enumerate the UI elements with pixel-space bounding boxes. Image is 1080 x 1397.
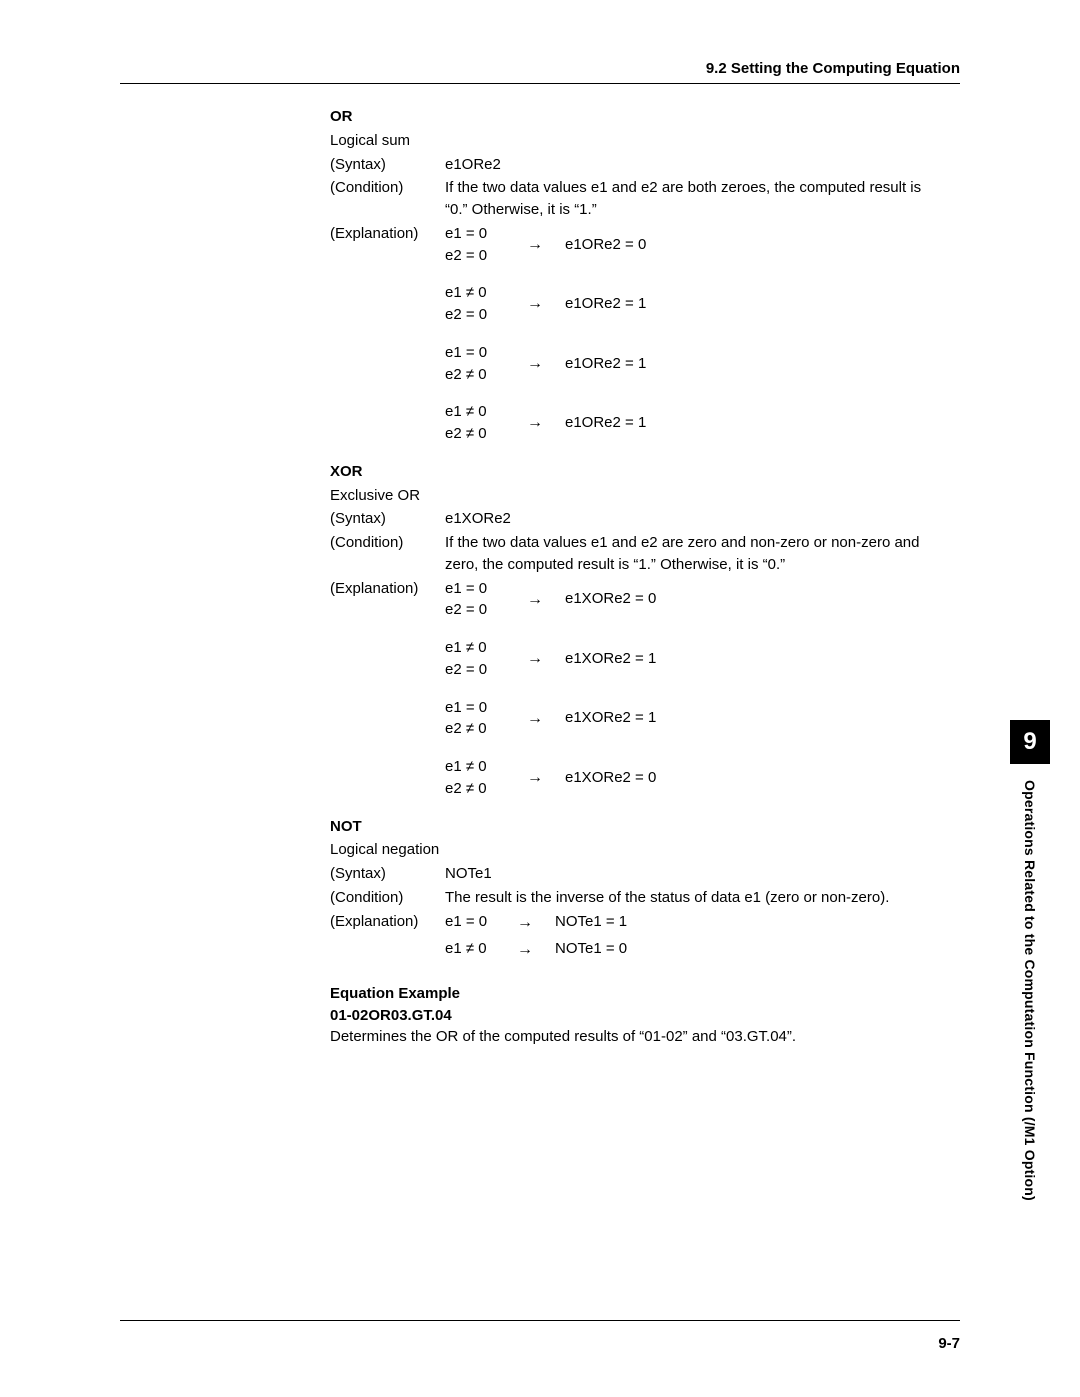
- arrow-icon: →: [515, 233, 555, 256]
- not-case-1-res: NOTe1 = 0: [545, 938, 627, 960]
- or-case-2: e1 = 0 e2 ≠ 0 → e1ORe2 = 1: [445, 342, 940, 386]
- or-case-3: e1 ≠ 0 e2 ≠ 0 → e1ORe2 = 1: [445, 401, 940, 445]
- or-case-2-res: e1ORe2 = 1: [555, 353, 646, 375]
- or-case-1-e1: e1 ≠ 0: [445, 282, 515, 304]
- or-case-3-e1: e1 ≠ 0: [445, 401, 515, 423]
- or-title: OR: [330, 106, 940, 128]
- xor-case-1-res: e1XORe2 = 1: [555, 648, 656, 670]
- xor-case-2-e1: e1 = 0: [445, 697, 515, 719]
- not-condition-value: The result is the inverse of the status …: [445, 887, 940, 909]
- xor-case-1-e2: e2 = 0: [445, 659, 515, 681]
- or-case-1: e1 ≠ 0 e2 = 0 → e1ORe2 = 1: [445, 282, 940, 326]
- chapter-tab: 9: [1010, 720, 1050, 764]
- page-number: 9-7: [938, 1335, 960, 1352]
- or-condition-value: If the two data values e1 and e2 are bot…: [445, 177, 940, 221]
- arrow-icon: →: [505, 911, 545, 934]
- not-syntax-label: (Syntax): [330, 863, 445, 885]
- xor-case-2-e2: e2 ≠ 0: [445, 718, 515, 740]
- xor-condition-value: If the two data values e1 and e2 are zer…: [445, 532, 940, 576]
- not-case-1: e1 ≠ 0 → NOTe1 = 0: [445, 938, 627, 961]
- xor-title: XOR: [330, 461, 940, 483]
- or-case-1-res: e1ORe2 = 1: [555, 293, 646, 315]
- xor-condition-label: (Condition): [330, 532, 445, 576]
- not-syntax-value: NOTe1: [445, 863, 940, 885]
- example-equation: 01-02OR03.GT.04: [330, 1005, 940, 1027]
- xor-case-0-res: e1XORe2 = 0: [555, 588, 656, 610]
- xor-explanation-label: (Explanation): [330, 578, 445, 600]
- xor-desc: Exclusive OR: [330, 485, 940, 507]
- arrow-icon: →: [515, 647, 555, 670]
- xor-syntax-label: (Syntax): [330, 508, 445, 530]
- not-desc: Logical negation: [330, 839, 940, 861]
- footer-rule: [120, 1320, 960, 1321]
- not-condition-label: (Condition): [330, 887, 445, 909]
- xor-case-1: e1 ≠ 0 e2 = 0 → e1XORe2 = 1: [445, 637, 940, 681]
- or-explanation-label: (Explanation): [330, 223, 445, 245]
- arrow-icon: →: [515, 766, 555, 789]
- example-title: Equation Example: [330, 983, 940, 1005]
- example-desc: Determines the OR of the computed result…: [330, 1026, 940, 1048]
- arrow-icon: →: [515, 352, 555, 375]
- xor-case-0-e2: e2 = 0: [445, 599, 515, 621]
- or-case-3-e2: e2 ≠ 0: [445, 423, 515, 445]
- header-title: 9.2 Setting the Computing Equation: [80, 60, 1000, 77]
- side-chapter-title-text: Operations Related to the Computation Fu…: [1022, 780, 1038, 1201]
- or-case-3-res: e1ORe2 = 1: [555, 412, 646, 434]
- xor-case-3-e2: e2 ≠ 0: [445, 778, 515, 800]
- header-rule: [120, 83, 960, 84]
- or-case-0-res: e1ORe2 = 0: [555, 234, 646, 256]
- not-case-0: e1 = 0 → NOTe1 = 1: [445, 911, 627, 934]
- arrow-icon: →: [515, 588, 555, 611]
- not-case-0-e1: e1 = 0: [445, 911, 505, 933]
- not-case-1-e1: e1 ≠ 0: [445, 938, 505, 960]
- arrow-icon: →: [515, 707, 555, 730]
- or-desc: Logical sum: [330, 130, 940, 152]
- side-chapter-title: Operations Related to the Computation Fu…: [1010, 780, 1050, 1260]
- not-title: NOT: [330, 816, 940, 838]
- not-case-0-res: NOTe1 = 1: [545, 911, 627, 933]
- arrow-icon: →: [515, 411, 555, 434]
- or-case-1-e2: e2 = 0: [445, 304, 515, 326]
- xor-case-3: e1 ≠ 0 e2 ≠ 0 → e1XORe2 = 0: [445, 756, 940, 800]
- main-content: OR Logical sum (Syntax) e1ORe2 (Conditio…: [330, 106, 940, 1048]
- or-syntax-value: e1ORe2: [445, 154, 940, 176]
- or-syntax-label: (Syntax): [330, 154, 445, 176]
- not-explanation-label: (Explanation): [330, 911, 445, 936]
- xor-syntax-value: e1XORe2: [445, 508, 940, 530]
- arrow-icon: →: [515, 292, 555, 315]
- xor-case-0-e1: e1 = 0: [445, 578, 515, 600]
- or-case-0: e1 = 0 e2 = 0 → e1ORe2 = 0: [445, 223, 646, 267]
- or-case-0-e1: e1 = 0: [445, 223, 515, 245]
- or-case-2-e2: e2 ≠ 0: [445, 364, 515, 386]
- or-case-0-e2: e2 = 0: [445, 245, 515, 267]
- xor-case-1-e1: e1 ≠ 0: [445, 637, 515, 659]
- arrow-icon: →: [505, 938, 545, 961]
- or-condition-label: (Condition): [330, 177, 445, 221]
- xor-case-2: e1 = 0 e2 ≠ 0 → e1XORe2 = 1: [445, 697, 940, 741]
- xor-case-3-e1: e1 ≠ 0: [445, 756, 515, 778]
- or-case-2-e1: e1 = 0: [445, 342, 515, 364]
- xor-case-3-res: e1XORe2 = 0: [555, 767, 656, 789]
- xor-case-2-res: e1XORe2 = 1: [555, 707, 656, 729]
- xor-case-0: e1 = 0 e2 = 0 → e1XORe2 = 0: [445, 578, 656, 622]
